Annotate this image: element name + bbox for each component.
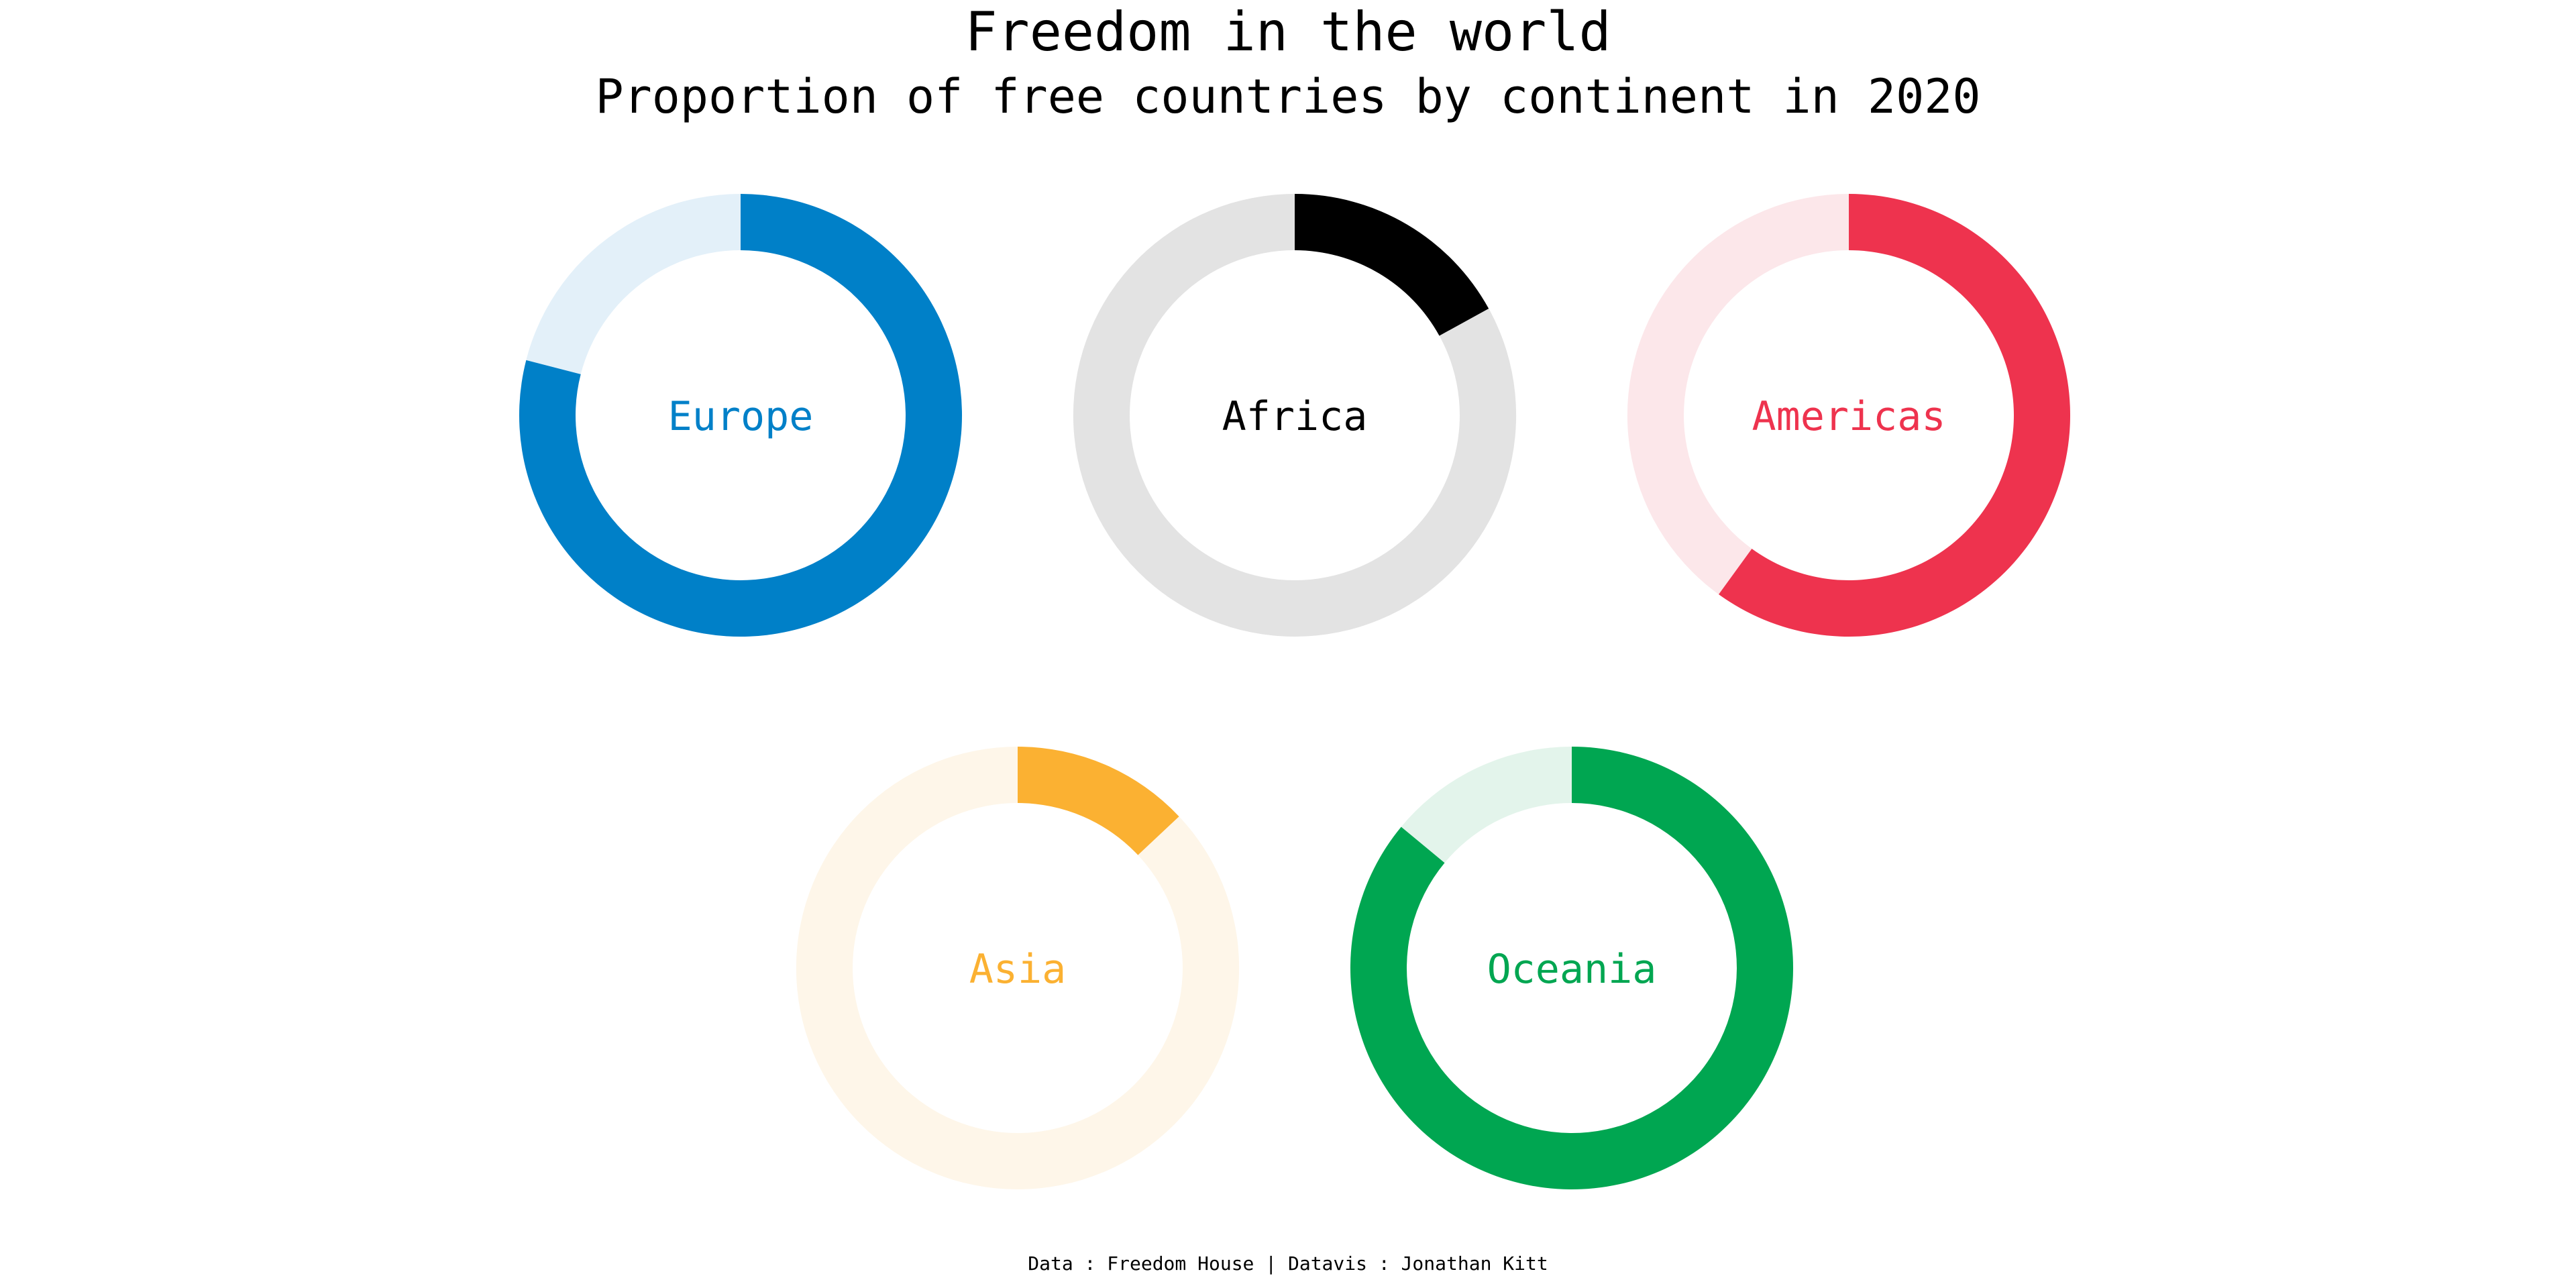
donut-arc-americas [1719, 194, 2070, 637]
donut-label-americas: Americas [1752, 393, 1946, 440]
donut-europe: Europe [519, 193, 963, 637]
donut-label-europe: Europe [668, 393, 814, 440]
donut-label-asia: Asia [969, 946, 1067, 993]
donut-label-oceania: Oceania [1487, 946, 1657, 993]
donut-group: Europe Africa Americas Asia Oceania [519, 193, 2071, 1190]
donut-americas: Americas [1627, 193, 2071, 637]
donut-arc-africa [1295, 194, 1489, 336]
chart-title: Freedom in the world [965, 1, 1611, 63]
donut-asia: Asia [796, 746, 1240, 1190]
chart-subtitle: Proportion of free countries by continen… [595, 69, 1980, 124]
donut-arc-asia [1018, 747, 1179, 855]
donut-label-africa: Africa [1222, 393, 1368, 440]
donut-oceania: Oceania [1350, 746, 1794, 1190]
source-caption: Data : Freedom House | Datavis : Jonatha… [1028, 1252, 1548, 1275]
donut-africa: Africa [1073, 193, 1517, 637]
